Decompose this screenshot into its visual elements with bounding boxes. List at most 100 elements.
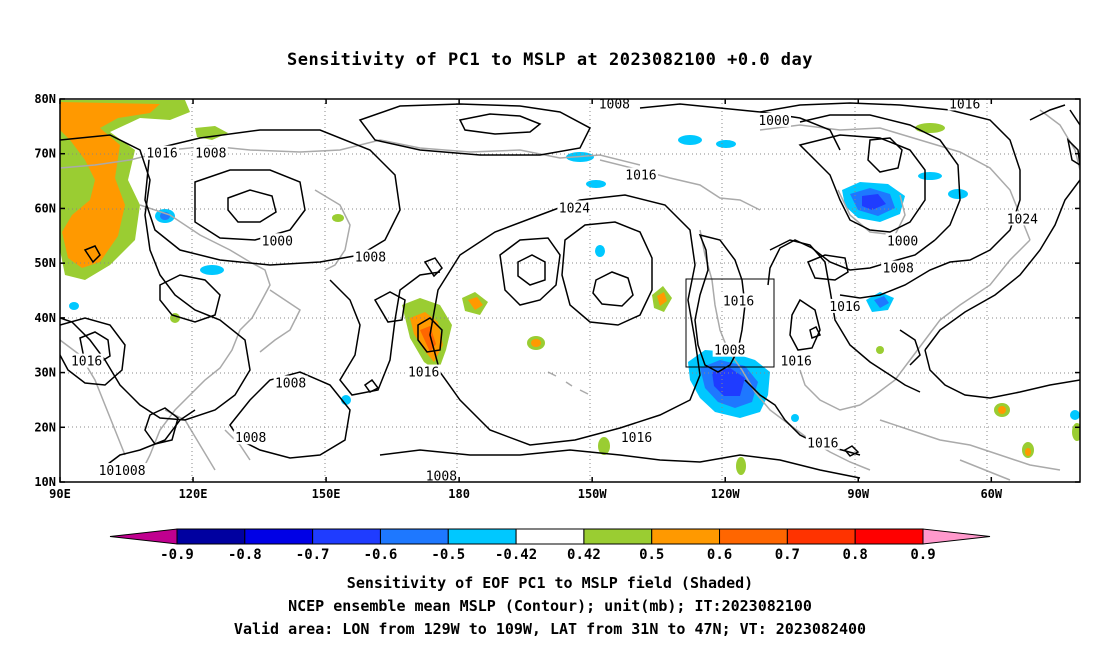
lat-tick-label: 40N: [34, 311, 56, 325]
colorbar-box: [786, 528, 856, 545]
contour-greenland: [1066, 137, 1080, 166]
shade-nw-green-2: [195, 126, 228, 140]
coast-hawaii: [547, 371, 589, 395]
contour-label: 1008: [599, 97, 630, 112]
contour-label: 1016: [723, 294, 754, 309]
contour-label-bg: [233, 430, 268, 445]
contour-label-bg: [881, 260, 916, 275]
contour-florida: [899, 329, 921, 366]
coast-asia-north: [60, 139, 641, 169]
coast-kamchatka: [314, 189, 351, 271]
colorbar-label: 0.42: [567, 547, 601, 563]
contour-pacific-lobe-west: [499, 237, 561, 306]
contour-label: 1024: [1007, 212, 1038, 227]
contour-small-loop-3: [363, 378, 380, 393]
contour-label-bg: [424, 468, 459, 483]
colorbar-label: 0.7: [775, 547, 800, 563]
colorbar-box: [719, 528, 788, 545]
contour-label-bg: [947, 96, 982, 111]
caption-line-3: Valid area: LON from 129W to 109W, LAT f…: [233, 620, 867, 638]
contour-pacific-high-outer: [429, 194, 701, 446]
contour-india-1016: [60, 317, 126, 386]
contour-baja-1008: [694, 233, 746, 373]
contour-label: 1008: [883, 262, 914, 277]
colorbar-label: -0.42: [495, 547, 537, 563]
contour-nw-low: [83, 245, 101, 264]
contour-label: 1008: [426, 470, 457, 485]
contour-label: 1000: [262, 234, 293, 249]
colorbar-label: -0.9: [160, 547, 194, 563]
shade-cyan-2: [200, 265, 224, 275]
contour-label-bg: [805, 435, 840, 450]
contour-s-asia-1008: [229, 371, 351, 459]
shade-small-green-8: [332, 214, 344, 222]
lat-tick-label: 10N: [34, 475, 56, 489]
contour-label: 1016: [781, 355, 812, 370]
contour-small-loop-1: [809, 325, 822, 339]
contour-canada-1008: [767, 239, 936, 286]
contour-label: 1000: [758, 114, 789, 129]
contour-label: 1024: [559, 201, 590, 216]
contour-label: 101008: [99, 464, 146, 479]
contour-label: 1000: [887, 234, 918, 249]
lat-tick-label: 20N: [34, 420, 56, 434]
colorbar-box: [176, 528, 246, 545]
shade-baja-dark: [712, 368, 745, 396]
contour-baja-1016: [769, 239, 921, 393]
shade-small-orange-1: [531, 339, 541, 347]
contour-arctic-1000: [799, 114, 961, 241]
contour-hudson-inner: [867, 137, 903, 173]
axis-layer: 90E 120E 150E 180 150W 120W 90W 60W 80N 70N 60N 50N…: [34, 92, 1080, 501]
contour-label-bg: [69, 353, 104, 368]
shade-dateline-orange: [468, 297, 483, 310]
colorbar-box: [312, 528, 381, 545]
contour-west-pacific-1008b: [373, 291, 406, 323]
colorbar-high-triangle: [922, 528, 991, 545]
contour-aleutian-inner: [458, 113, 542, 135]
contour-1016-asia: [60, 134, 251, 421]
coast-canada-arctic: [759, 124, 1031, 241]
contour-label-bg: [557, 200, 592, 215]
coast-greenland: [1039, 109, 1080, 171]
coast-gulf: [799, 369, 861, 411]
contour-atlantic-1024: [924, 179, 1080, 351]
lon-tick-label: 120W: [711, 487, 741, 501]
contour-west-pacific-1016: [329, 271, 441, 396]
contour-label: 1016: [408, 366, 439, 381]
colorbar-box: [651, 528, 721, 545]
colorbar-low-triangle: [109, 528, 178, 545]
contour-west-pacific-loop: [417, 317, 443, 353]
colorbar-label: -0.5: [431, 547, 465, 563]
coast-japan: [259, 289, 301, 353]
contour-label: 1016: [71, 355, 102, 370]
lon-tick-label: 150W: [578, 487, 608, 501]
lat-tick-label: 50N: [34, 256, 56, 270]
contour-label: 1016: [625, 169, 656, 184]
shade-small-orange-6: [1025, 448, 1031, 456]
contour-east-atlantic: [1029, 104, 1080, 126]
contour-siberia-low: [194, 169, 306, 241]
coast-caribbean: [879, 419, 1061, 471]
shade-cyan-7: [716, 140, 736, 148]
contour-label: 1008: [195, 147, 226, 162]
lat-tick-label: 60N: [34, 201, 56, 215]
contour-label-bg: [623, 167, 658, 182]
contour-label-bg: [779, 353, 814, 368]
coast-hudson: [837, 189, 906, 236]
contour-label-bg: [721, 293, 756, 308]
contour-siberia-low-inner: [227, 189, 277, 223]
colorbar-label: -0.7: [296, 547, 330, 563]
shade-cyan-6: [678, 135, 702, 145]
shade-nw-orange: [60, 102, 160, 268]
lat-tick-label: 30N: [34, 366, 56, 380]
lon-tick-label: 90W: [847, 487, 869, 501]
contour-label-bg: [597, 96, 632, 111]
lon-tick-label: 90E: [49, 487, 71, 501]
contour-label-layer: 1008 1016 1008 1016 1016 1016 1016 1008 1008 1010…: [69, 96, 1040, 485]
shade-cyan-9: [948, 189, 968, 199]
contour-label: 1016: [807, 437, 838, 452]
colorbar-box: [379, 528, 449, 545]
contour-label: 1008: [355, 251, 386, 266]
map-frame: [59, 98, 1081, 483]
contour-small-loop-2: [843, 445, 860, 457]
